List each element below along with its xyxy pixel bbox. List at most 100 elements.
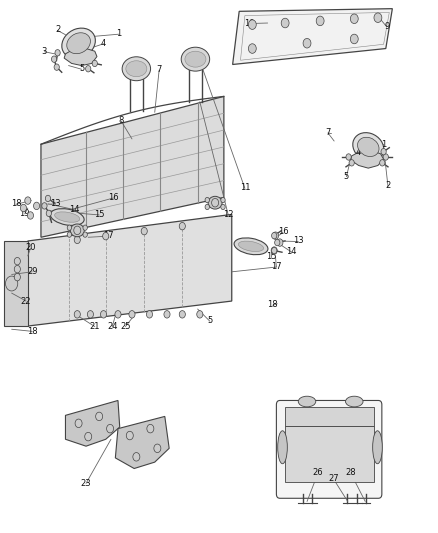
Circle shape (141, 228, 147, 235)
Text: 2: 2 (385, 181, 390, 190)
Circle shape (51, 56, 57, 62)
Text: 28: 28 (345, 469, 355, 477)
Text: 1: 1 (116, 29, 121, 38)
Text: 18: 18 (11, 199, 21, 208)
Circle shape (54, 64, 59, 70)
Circle shape (248, 20, 256, 29)
Circle shape (271, 247, 277, 254)
Polygon shape (350, 151, 383, 168)
Text: 4: 4 (355, 148, 360, 157)
Circle shape (46, 210, 51, 216)
Ellipse shape (67, 33, 90, 54)
Circle shape (74, 236, 80, 244)
Circle shape (211, 198, 218, 207)
Ellipse shape (184, 51, 205, 67)
Circle shape (14, 265, 20, 273)
Text: 16: 16 (108, 193, 119, 202)
Ellipse shape (372, 431, 381, 464)
Text: 5: 5 (79, 64, 84, 73)
Circle shape (248, 44, 256, 53)
Text: 3: 3 (42, 47, 47, 55)
Text: 17: 17 (270, 262, 281, 271)
Circle shape (379, 160, 384, 166)
Text: 12: 12 (223, 210, 233, 219)
Circle shape (220, 197, 225, 203)
Text: 15: 15 (94, 210, 104, 219)
Circle shape (163, 311, 170, 318)
Text: 20: 20 (25, 244, 35, 253)
Text: 23: 23 (81, 479, 91, 488)
Text: 19: 19 (19, 209, 30, 218)
Ellipse shape (50, 208, 84, 225)
Circle shape (205, 204, 209, 209)
Circle shape (220, 204, 225, 209)
Ellipse shape (181, 47, 209, 71)
Circle shape (129, 311, 135, 318)
Ellipse shape (54, 212, 80, 222)
Circle shape (115, 311, 121, 318)
Text: 21: 21 (89, 321, 100, 330)
Polygon shape (285, 407, 373, 426)
Text: 15: 15 (265, 253, 276, 261)
Circle shape (67, 232, 71, 237)
Circle shape (348, 160, 353, 166)
Text: 9: 9 (383, 22, 389, 31)
Text: 7: 7 (325, 128, 330, 137)
Polygon shape (115, 416, 169, 469)
Text: 11: 11 (239, 183, 250, 192)
Circle shape (42, 203, 47, 209)
Circle shape (272, 232, 278, 239)
Text: 18: 18 (267, 300, 278, 309)
Circle shape (85, 432, 92, 441)
Circle shape (74, 311, 80, 318)
Circle shape (6, 276, 18, 291)
Polygon shape (65, 400, 120, 446)
Ellipse shape (122, 57, 150, 80)
Ellipse shape (126, 61, 147, 77)
Polygon shape (64, 49, 97, 66)
Circle shape (302, 38, 310, 48)
Circle shape (153, 444, 160, 453)
Text: 16: 16 (277, 228, 288, 237)
Text: 13: 13 (292, 237, 303, 246)
Ellipse shape (238, 241, 263, 252)
Text: 10: 10 (244, 19, 254, 28)
Circle shape (14, 257, 20, 265)
Circle shape (380, 149, 385, 155)
Polygon shape (28, 214, 231, 326)
Circle shape (83, 225, 87, 230)
Circle shape (281, 18, 288, 28)
Circle shape (271, 232, 276, 239)
Circle shape (27, 212, 33, 219)
Circle shape (147, 424, 153, 433)
Circle shape (75, 419, 82, 427)
Circle shape (205, 197, 209, 203)
Circle shape (25, 197, 31, 204)
Text: 8: 8 (118, 116, 124, 125)
Circle shape (350, 14, 357, 23)
Ellipse shape (345, 396, 362, 407)
Circle shape (33, 202, 39, 209)
Text: 1: 1 (380, 140, 385, 149)
Circle shape (345, 154, 350, 160)
Circle shape (146, 311, 152, 318)
Circle shape (373, 13, 381, 22)
Circle shape (196, 311, 202, 318)
Ellipse shape (277, 431, 287, 464)
Circle shape (382, 154, 388, 160)
Ellipse shape (70, 224, 84, 237)
Circle shape (315, 16, 323, 26)
Circle shape (67, 225, 71, 230)
Text: 4: 4 (101, 39, 106, 48)
Polygon shape (4, 241, 28, 326)
Text: 22: 22 (21, 296, 31, 305)
Ellipse shape (233, 238, 267, 255)
Ellipse shape (208, 196, 222, 209)
Text: 18: 18 (27, 327, 37, 336)
Polygon shape (41, 96, 223, 237)
Circle shape (100, 311, 106, 318)
Circle shape (87, 311, 93, 318)
Text: 13: 13 (50, 199, 60, 208)
Text: 5: 5 (207, 316, 212, 325)
Ellipse shape (352, 133, 383, 161)
